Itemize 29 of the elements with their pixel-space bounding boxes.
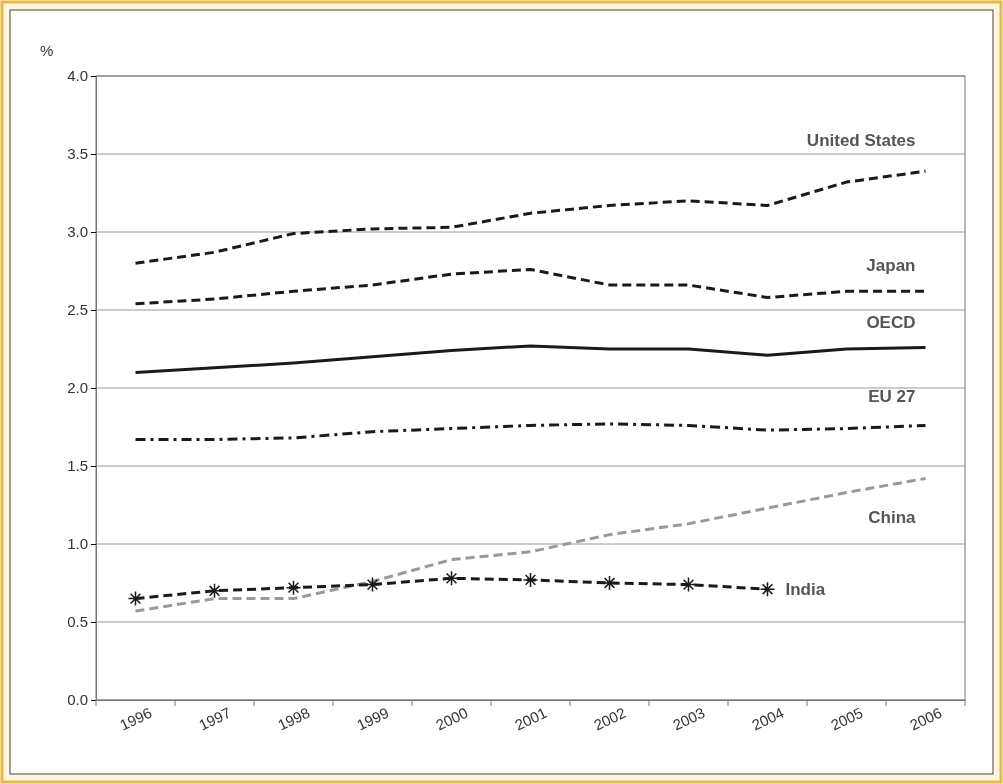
y-tick-label: 1.5 xyxy=(67,457,88,475)
y-tick-label: 1.0 xyxy=(67,535,88,553)
y-tick-label: 2.5 xyxy=(67,301,88,319)
series-label: EU 27 xyxy=(868,386,916,406)
line-series xyxy=(134,422,927,441)
x-tick-label: 2002 xyxy=(591,703,629,734)
y-tick-label: 0.5 xyxy=(67,613,88,631)
x-tick-label: 1997 xyxy=(196,703,234,734)
line-series xyxy=(134,344,927,374)
x-tick-label: 1998 xyxy=(275,703,313,734)
y-tick-label: 3.5 xyxy=(67,145,88,163)
x-tick-label: 1996 xyxy=(117,703,155,734)
x-tick-label: 2005 xyxy=(828,703,866,734)
x-tick-label: 2003 xyxy=(670,703,708,734)
series-label: United States xyxy=(806,130,916,150)
x-tick-label: 2004 xyxy=(749,703,787,734)
y-tick-label: 3.0 xyxy=(67,223,88,241)
y-tick-label: 0.0 xyxy=(67,691,88,709)
x-tick-label: 1999 xyxy=(354,703,392,734)
x-tick-label: 2000 xyxy=(433,703,471,734)
y-tick-label: 4.0 xyxy=(67,67,88,85)
x-tick-label: 2001 xyxy=(512,703,550,734)
y-tick-label: 2.0 xyxy=(67,379,88,397)
series-label: OECD xyxy=(866,313,916,333)
series-label: India xyxy=(785,580,826,600)
x-tick-label: 2006 xyxy=(907,703,945,734)
series-label: China xyxy=(868,508,917,528)
y-axis-title: % xyxy=(40,42,54,59)
series-label: Japan xyxy=(866,255,916,275)
